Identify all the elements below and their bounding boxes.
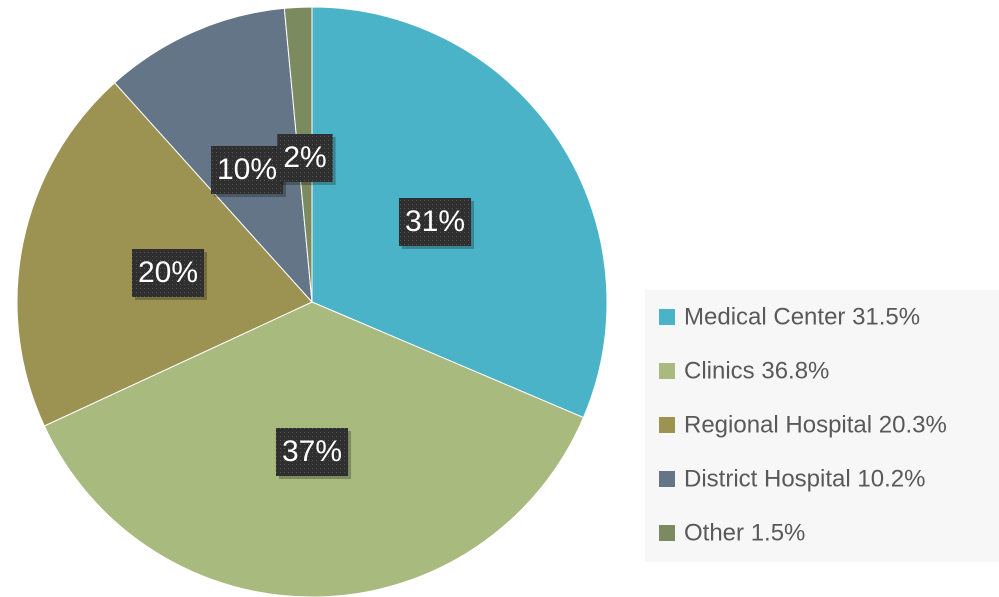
data-label-box (210, 146, 284, 194)
legend-swatch (659, 309, 675, 325)
data-label-box (131, 249, 205, 297)
legend-label: Medical Center 31.5% (684, 303, 920, 330)
legend-label: Other 1.5% (684, 519, 805, 546)
legend-label: Clinics 36.8% (684, 357, 829, 384)
legend-label: District Hospital 10.2% (684, 465, 925, 492)
data-labels: 31% 37% 20% 10% 2% (131, 134, 475, 479)
legend-swatch (659, 363, 675, 379)
legend-swatch (659, 417, 675, 433)
data-label: 20% (138, 256, 198, 289)
data-label-box (277, 134, 333, 182)
data-label-box (398, 198, 472, 246)
legend-swatch (659, 471, 675, 487)
legend-box (645, 290, 999, 562)
data-label: 31% (405, 205, 465, 238)
data-label: 2% (283, 141, 326, 174)
legend: Medical Center 31.5% Clinics 36.8% Regiona… (659, 303, 947, 546)
data-label: 10% (217, 153, 277, 186)
legend-swatch (659, 525, 675, 541)
legend-label: Regional Hospital 20.3% (684, 411, 947, 438)
data-label-box (275, 428, 349, 476)
pie (16, 6, 608, 597)
data-label: 37% (282, 435, 342, 468)
